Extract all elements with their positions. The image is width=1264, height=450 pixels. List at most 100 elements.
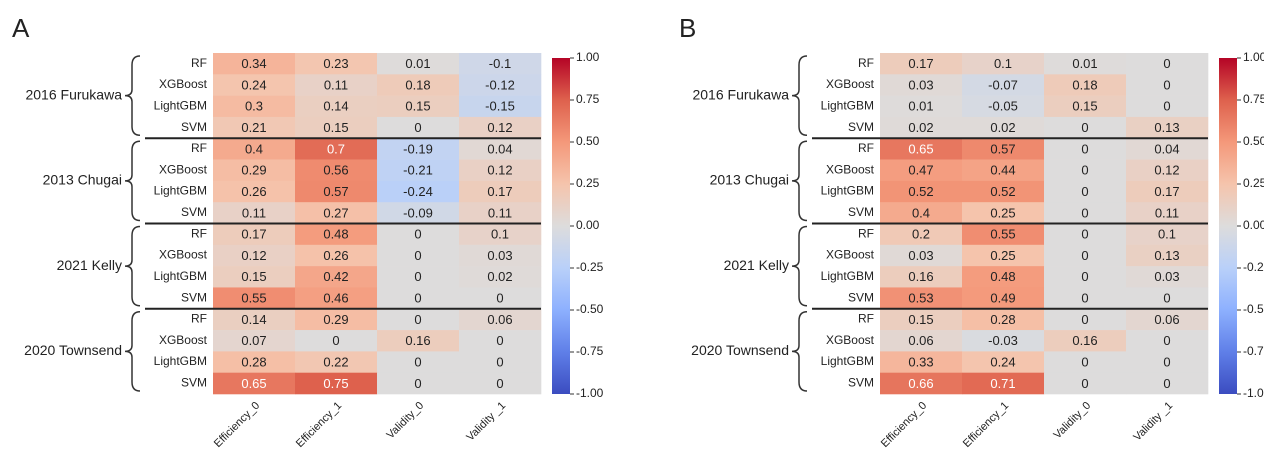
cell-value: 0.56 [323, 163, 348, 178]
heatmap-cell [295, 95, 378, 118]
cell-value: -0.07 [988, 77, 1018, 92]
cell-value: 0.23 [323, 56, 348, 71]
heatmap-cell [213, 287, 296, 310]
heatmap-cell [459, 244, 542, 267]
cell-value: 0.03 [908, 77, 933, 92]
cell-value: 0.1 [1158, 227, 1176, 242]
heatmap-cell [1044, 74, 1127, 96]
cell-value: -0.09 [403, 205, 433, 220]
heatmap-cell [295, 330, 378, 352]
cell-value: 0.28 [990, 312, 1015, 327]
panel-label: A [12, 13, 30, 43]
cell-value: 0 [1163, 291, 1170, 306]
cell-value: 0.75 [323, 376, 348, 391]
heatmap-cell [962, 330, 1045, 352]
row-label: RF [858, 226, 874, 240]
cell-value: 0.25 [990, 205, 1015, 220]
heatmap-cell [962, 266, 1045, 288]
heatmap-cell [295, 53, 378, 75]
cell-value: 0.7 [327, 141, 345, 156]
heatmap-cell [295, 180, 378, 203]
colorbar-tick-label: 0.00 [1243, 218, 1264, 232]
cell-value: 0.3 [245, 99, 263, 114]
group-brace [124, 225, 141, 307]
cell-value: 0.14 [323, 99, 348, 114]
colorbar [552, 58, 570, 394]
cell-value: 0.21 [241, 120, 266, 135]
row-label: RF [191, 312, 207, 326]
cell-value: 0 [414, 248, 421, 263]
heatmap-cell [295, 351, 378, 373]
cell-value: -0.05 [988, 99, 1018, 114]
heatmap-cell [962, 95, 1045, 118]
column-label: Validity_0 [1052, 400, 1094, 442]
colorbar-tick-label: 0.50 [1243, 134, 1264, 148]
cell-value: 0.15 [1072, 99, 1097, 114]
group-brace [124, 55, 141, 136]
heatmap-cell [880, 95, 963, 118]
cell-value: 0 [414, 354, 421, 369]
heatmap-cell [459, 202, 542, 224]
row-label: SVM [181, 376, 207, 390]
colorbar-tick-label: 0.25 [1243, 176, 1264, 190]
heatmap-cell [459, 74, 542, 96]
cell-value: -0.12 [485, 77, 515, 92]
cell-value: 0.02 [908, 120, 933, 135]
heatmap-cell [1044, 223, 1127, 246]
heatmap-cell [962, 351, 1045, 373]
heatmap-cell [1044, 159, 1127, 182]
cell-value: 0.16 [405, 333, 430, 348]
cell-value: 0 [1081, 248, 1088, 263]
heatmap-cell [377, 223, 460, 246]
cell-value: 0.13 [1154, 248, 1179, 263]
heatmap-cell [880, 116, 963, 139]
cell-value: 0 [1081, 205, 1088, 220]
heatmap-cell [1126, 351, 1209, 373]
heatmap-cell [377, 244, 460, 267]
cell-value: 0.11 [488, 205, 512, 220]
group-brace [791, 311, 808, 392]
cell-value: 0.01 [1072, 56, 1097, 71]
heatmap-cell [962, 180, 1045, 203]
heatmap-cell [377, 180, 460, 203]
heatmap-cell [377, 351, 460, 373]
heatmap-cell [377, 266, 460, 288]
heatmap-cell [377, 202, 460, 224]
heatmap-cell [213, 74, 296, 96]
cell-value: 0.42 [323, 269, 348, 284]
heatmap-cell [1044, 138, 1127, 160]
cell-value: 0.14 [241, 312, 266, 327]
column-label: Validity _1 [464, 400, 508, 444]
colorbar-tick-label: 0.25 [576, 176, 600, 190]
colorbar-tick-label: -0.75 [1243, 344, 1264, 358]
heatmap-cell [1126, 95, 1209, 118]
group-label: 2020 Townsend [691, 342, 789, 358]
group-label: 2016 Furukawa [25, 86, 122, 102]
cell-value: 0.57 [323, 184, 348, 199]
cell-value: -0.15 [485, 99, 515, 114]
heatmap-cell [295, 159, 378, 182]
cell-value: 0.13 [1154, 120, 1179, 135]
heatmap-cell [1044, 116, 1127, 139]
heatmap-cell [295, 138, 378, 160]
cell-value: 0 [1081, 163, 1088, 178]
heatmap-cell [962, 138, 1045, 160]
heatmap-cell [295, 74, 378, 96]
heatmap-cell [880, 351, 963, 373]
cell-value: 0 [1081, 291, 1088, 306]
cell-value: 0 [1081, 184, 1088, 199]
row-label: LightGBM [821, 354, 874, 368]
cell-value: -0.1 [489, 56, 511, 71]
cell-value: 0.18 [1072, 77, 1097, 92]
cell-value: 0.25 [990, 248, 1015, 263]
heatmap-cell [459, 351, 542, 373]
row-label: LightGBM [821, 269, 874, 283]
cell-value: 0.22 [323, 354, 348, 369]
heatmap-cell [459, 372, 542, 395]
heatmap-cell [459, 223, 542, 246]
cell-value: 0.04 [487, 141, 512, 156]
heatmap-cell [295, 287, 378, 310]
colorbar-tick-label: 0.75 [1243, 92, 1264, 106]
heatmap-cell [295, 202, 378, 224]
cell-value: 0.66 [908, 376, 933, 391]
